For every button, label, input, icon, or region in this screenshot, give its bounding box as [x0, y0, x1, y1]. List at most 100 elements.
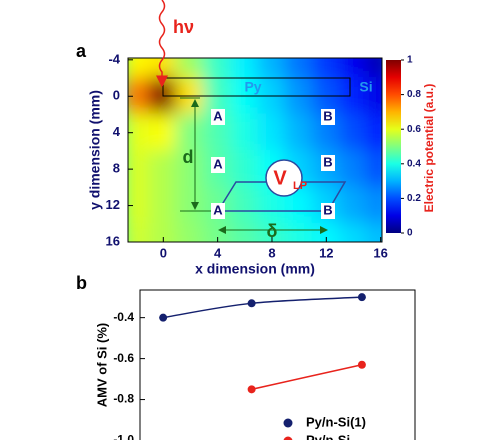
heatmap-cell — [257, 113, 287, 152]
legend-label: Py/n-Si(1) — [306, 414, 366, 429]
x-axis-label: x dimension (mm) — [195, 261, 315, 277]
annotation: B — [323, 108, 332, 123]
series-line — [251, 364, 363, 391]
heatmap-cell — [230, 222, 260, 242]
channel — [216, 181, 347, 212]
x-tick-label: 4 — [214, 245, 222, 260]
heatmap-cell — [128, 58, 151, 80]
plot-frame — [139, 289, 416, 440]
heatmap-cell — [230, 58, 260, 80]
heatmap-cell — [284, 58, 314, 80]
heatmap-cell — [148, 222, 178, 242]
legend-label: Py/p-Si — [306, 432, 350, 440]
heatmap-cell — [230, 113, 260, 152]
point-box — [211, 203, 225, 219]
annotation: d — [183, 147, 194, 167]
data-point — [357, 360, 366, 369]
annotation: B — [323, 154, 332, 169]
colorbar-tick-label: 0.6 — [407, 124, 421, 135]
y-axis-label: y dimension (mm) — [87, 90, 103, 210]
heatmap-cell — [175, 186, 206, 225]
heatmap-cell — [311, 58, 341, 80]
plot-area — [159, 293, 366, 394]
heatmap-cell — [230, 186, 260, 225]
colorbar — [386, 60, 401, 233]
heatmap-cell — [203, 58, 233, 80]
heatmap-cell — [175, 149, 206, 189]
data-point — [357, 293, 366, 302]
heatmap-cell — [175, 113, 206, 152]
annotation: Py — [244, 79, 261, 95]
heatmap-cell — [366, 58, 382, 80]
colorbar-tick-label: 0.8 — [407, 89, 421, 100]
annotation: A — [213, 156, 223, 171]
panel-label: b — [76, 273, 87, 293]
heatmap-cell — [257, 222, 287, 242]
heatmap-cell — [128, 149, 151, 189]
y-axis-label: AMV of Si (%) — [94, 323, 109, 408]
heatmap-cell — [257, 58, 287, 80]
colorbar-tick-label: 0 — [407, 228, 413, 239]
y-tick-label: -1.0 — [113, 433, 134, 440]
heatmap-cell — [338, 222, 369, 242]
heatmap-cell — [128, 222, 151, 242]
legend-marker — [283, 418, 293, 428]
y-tick-label: 8 — [113, 161, 120, 176]
y-tick-label: 12 — [106, 197, 120, 212]
y-tick-label: -4 — [108, 51, 120, 66]
point-box — [321, 155, 335, 171]
y-tick-label: -0.4 — [113, 310, 134, 324]
annotation: V — [273, 167, 287, 189]
heatmap-cell — [148, 58, 178, 80]
annotation: LP — [293, 180, 307, 192]
heatmap-cell — [284, 222, 314, 242]
heatmap-cell — [366, 113, 382, 152]
heatmap-cell — [338, 186, 369, 225]
heatmap-cell — [128, 77, 151, 116]
heatmap-cell — [128, 113, 151, 152]
y-tick-label: -0.8 — [113, 392, 134, 406]
heatmap-cell — [338, 113, 369, 152]
x-tick-label: 0 — [160, 245, 167, 260]
heatmap-cell — [175, 222, 206, 242]
data-point — [247, 385, 256, 394]
data-point — [159, 313, 168, 322]
legend-marker — [283, 436, 293, 440]
heatmap-cell — [366, 222, 382, 242]
heatmap-cell — [284, 113, 314, 152]
x-tick-label: 8 — [268, 245, 275, 260]
heatmap-cell — [366, 149, 382, 189]
heatmap-cell — [366, 77, 382, 116]
x-tick-label: 12 — [319, 245, 333, 260]
point-box — [321, 109, 335, 125]
heatmap-cell — [148, 113, 178, 152]
photon — [156, 0, 168, 88]
colorbar-tick-label: 1 — [407, 55, 413, 66]
annotation: B — [323, 202, 332, 217]
x-tick-label: 16 — [373, 245, 387, 260]
heatmap-cell — [175, 58, 206, 80]
y-tick-label: 0 — [113, 88, 120, 103]
annotation: A — [213, 108, 223, 123]
colorbar-tick-label: 0.4 — [407, 158, 421, 169]
colorbar-label: Electric potential (a.u.) — [422, 84, 436, 213]
plot-frame — [127, 57, 383, 243]
annotation: Si — [359, 79, 372, 95]
data-point — [247, 299, 256, 308]
annotation: A — [213, 202, 223, 217]
point-box — [321, 203, 335, 219]
annotation: δ — [267, 221, 278, 241]
voltmeter — [265, 159, 303, 197]
y-tick-label: -0.6 — [113, 351, 134, 365]
y-tick-label: 16 — [106, 233, 120, 248]
annotation: hν — [173, 17, 194, 37]
series-line — [163, 296, 362, 319]
heatmap-cell — [148, 186, 178, 225]
colorbar-tick-label: 0.2 — [407, 193, 421, 204]
point-box — [211, 157, 225, 173]
heatmap-cell — [366, 186, 382, 225]
heatmap-cell — [148, 149, 178, 189]
heatmap-cell — [128, 186, 151, 225]
panel-label: a — [76, 41, 87, 61]
